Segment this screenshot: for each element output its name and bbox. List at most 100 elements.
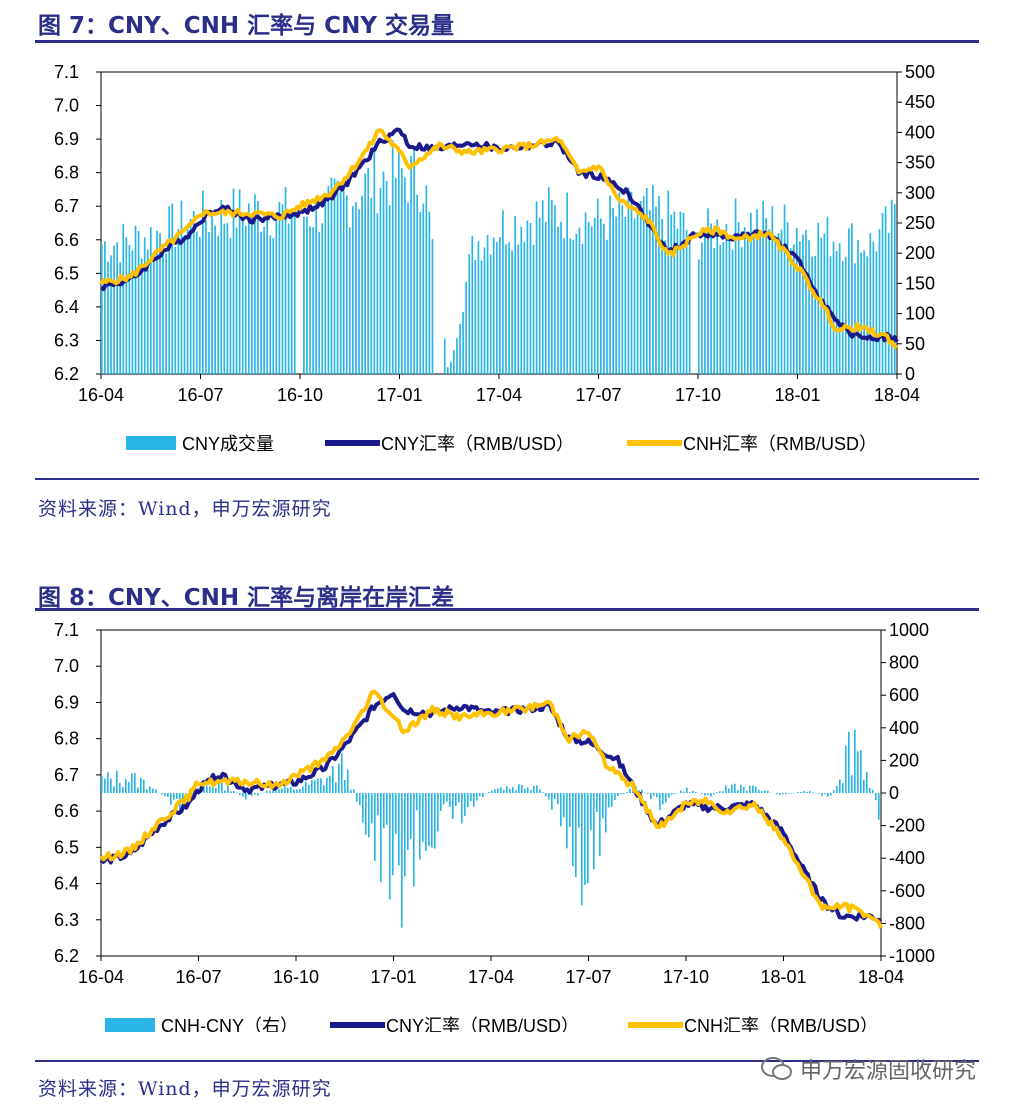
- bar: [713, 793, 715, 795]
- bar: [656, 793, 658, 798]
- bar: [345, 195, 348, 374]
- bar: [605, 793, 607, 833]
- bar: [347, 769, 349, 793]
- bar: [806, 791, 808, 793]
- bar: [802, 234, 804, 374]
- bar: [649, 210, 651, 374]
- bar: [860, 749, 862, 793]
- bar: [290, 217, 293, 374]
- bar: [734, 198, 737, 374]
- bar: [710, 223, 712, 374]
- legend-label: CNH-CNY（右）: [161, 1016, 298, 1032]
- bar: [107, 772, 109, 793]
- bar: [676, 228, 679, 374]
- left-tick-label: 6.8: [54, 729, 79, 749]
- bar: [872, 241, 875, 374]
- bar: [515, 790, 517, 793]
- bar: [167, 793, 169, 797]
- bar: [220, 200, 223, 374]
- bar: [251, 215, 253, 374]
- bar: [734, 783, 736, 793]
- bar: [725, 224, 728, 374]
- bar: [443, 793, 445, 805]
- right-tick-label: 250: [905, 213, 935, 233]
- bar: [335, 782, 337, 793]
- bar: [596, 793, 598, 812]
- chart-figure-7: 7.17.06.96.86.76.66.56.46.36.25004504003…: [54, 62, 935, 454]
- bar: [278, 202, 281, 374]
- bar: [356, 793, 358, 802]
- bar: [161, 793, 163, 795]
- bar: [554, 204, 556, 374]
- bar: [152, 788, 154, 793]
- bar: [759, 233, 761, 374]
- bar: [177, 228, 180, 374]
- bar: [771, 206, 774, 374]
- bar: [171, 203, 174, 374]
- bar: [860, 252, 862, 374]
- bar: [312, 227, 314, 374]
- bar: [830, 793, 832, 796]
- bar: [379, 188, 382, 374]
- x-tick-label: 16-07: [177, 385, 223, 405]
- figure-7-source: 资料来源：Wind，申万宏源研究: [38, 498, 332, 520]
- x-tick-label: 18-04: [858, 967, 904, 987]
- bar: [523, 241, 526, 374]
- bar: [517, 244, 520, 374]
- bar: [374, 793, 376, 862]
- bar: [844, 256, 847, 374]
- bar: [509, 788, 511, 793]
- bar: [149, 786, 151, 793]
- right-tick-label: 600: [889, 685, 919, 705]
- bar: [890, 199, 893, 374]
- bar: [198, 236, 201, 374]
- watermark-text: 申万宏源固收研究: [800, 1059, 977, 1084]
- bar: [614, 793, 616, 801]
- bar: [776, 793, 778, 795]
- x-tick-label: 18-01: [774, 385, 820, 405]
- bar: [645, 187, 648, 374]
- bar: [453, 350, 455, 374]
- bar: [572, 793, 574, 867]
- bar: [449, 793, 451, 808]
- bar: [303, 216, 305, 374]
- bar: [667, 190, 670, 374]
- legend-label: CNY汇率（RMB/USD）: [386, 1016, 579, 1032]
- bar: [664, 240, 667, 374]
- bar: [572, 239, 575, 374]
- bar: [305, 781, 307, 793]
- bar: [618, 192, 621, 374]
- bar: [785, 793, 787, 795]
- legend-label: CNH汇率（RMB/USD）: [684, 1016, 878, 1032]
- bar: [688, 235, 691, 374]
- bar: [764, 790, 766, 793]
- left-tick-label: 6.7: [54, 196, 79, 216]
- bar: [195, 231, 198, 374]
- bar: [332, 765, 334, 793]
- bar: [641, 789, 643, 793]
- bar: [612, 208, 614, 374]
- bar: [468, 254, 471, 374]
- bar: [137, 787, 139, 793]
- bar: [465, 281, 468, 374]
- bar: [263, 226, 265, 374]
- bar: [627, 187, 630, 374]
- bar: [401, 793, 403, 928]
- bar: [617, 793, 619, 797]
- bar: [624, 217, 627, 374]
- bar: [662, 793, 664, 805]
- right-tick-label: -1000: [889, 946, 935, 966]
- bar: [140, 777, 142, 793]
- bar: [749, 785, 751, 793]
- bar: [655, 206, 657, 374]
- bar: [797, 792, 799, 793]
- bar: [520, 226, 523, 374]
- bar: [824, 793, 826, 795]
- bar: [701, 793, 703, 795]
- bar: [224, 790, 226, 793]
- bar: [545, 793, 547, 797]
- bar: [134, 225, 137, 374]
- bar: [104, 778, 106, 793]
- bar: [143, 237, 146, 374]
- bar: [731, 249, 734, 374]
